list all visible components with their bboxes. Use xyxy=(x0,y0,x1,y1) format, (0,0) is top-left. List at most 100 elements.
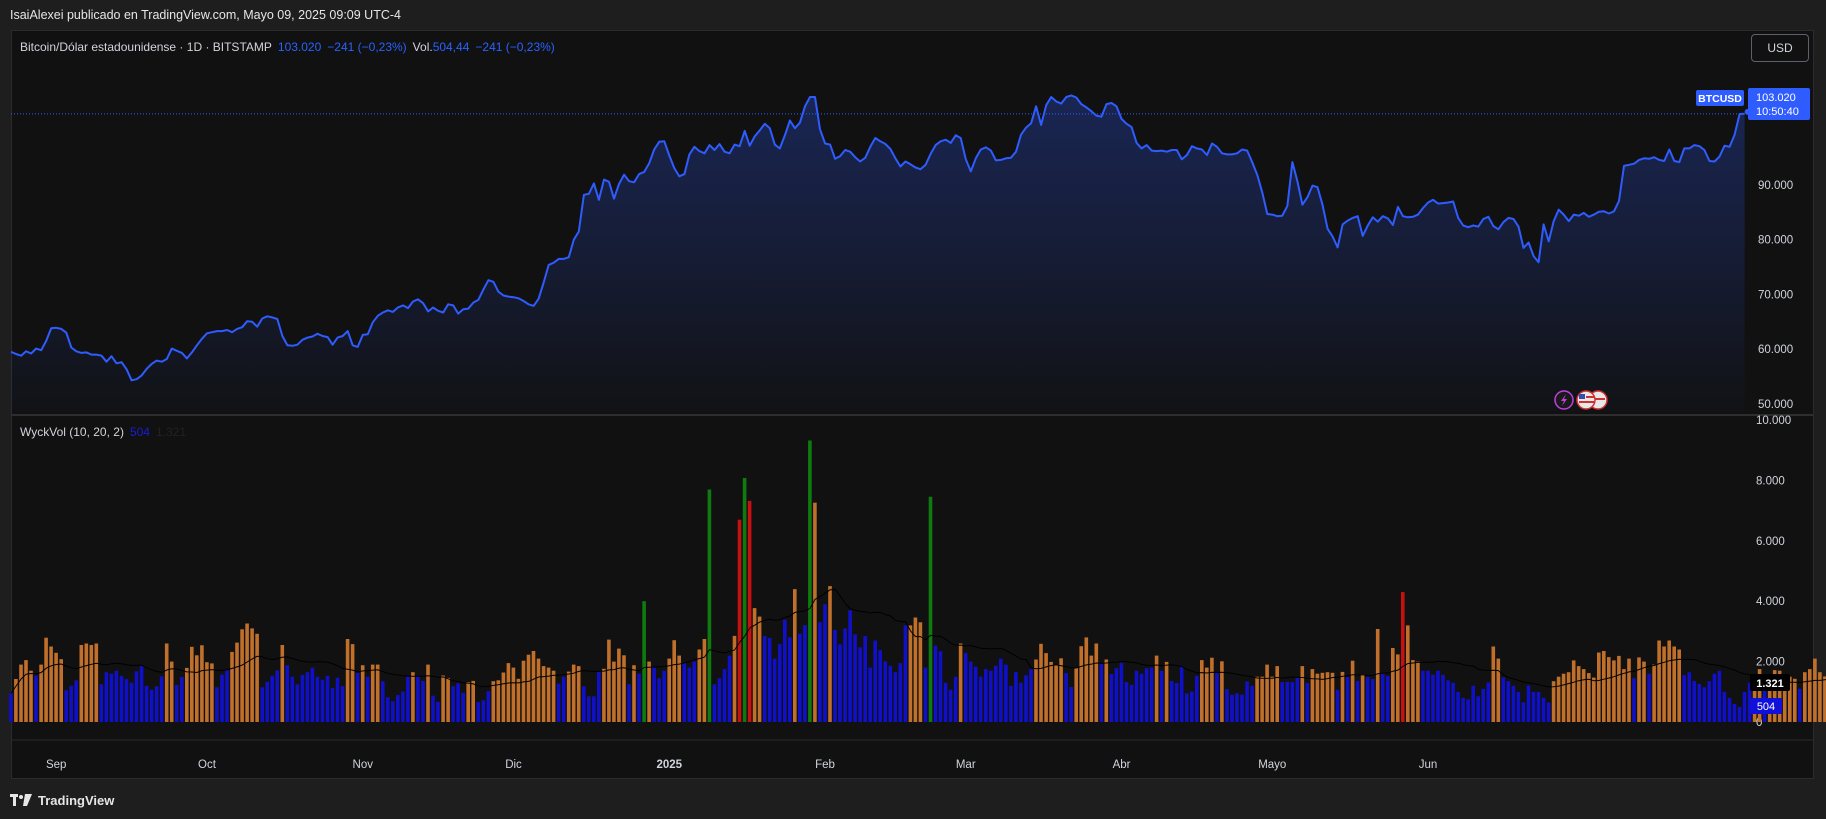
time-tick-label: Dic xyxy=(505,759,522,771)
volume-bar xyxy=(1190,691,1194,722)
us-flag-canton xyxy=(1579,394,1585,399)
volume-bar xyxy=(501,672,506,722)
volume-bar xyxy=(255,633,259,722)
volume-bar xyxy=(1571,660,1576,722)
volume-bar xyxy=(662,670,666,722)
volume-bar xyxy=(1074,667,1078,722)
volume-bar xyxy=(235,642,239,722)
volume-bar xyxy=(174,684,179,722)
volume-bar xyxy=(496,680,501,722)
volume-bars xyxy=(9,440,1826,723)
volume-bar xyxy=(79,645,84,722)
volume-bar xyxy=(637,673,641,722)
volume-bar xyxy=(476,702,480,722)
legend-vol-label: Vol. xyxy=(412,40,433,54)
volume-bar xyxy=(898,663,903,722)
volume-bar xyxy=(49,646,53,722)
volume-bar xyxy=(687,667,692,722)
time-tick-label: Oct xyxy=(198,759,217,771)
volume-bar xyxy=(1687,672,1692,722)
volume-bar xyxy=(561,676,566,722)
volume-bar xyxy=(300,674,305,722)
time-tick-label: 2025 xyxy=(656,759,682,771)
volume-bar xyxy=(119,675,124,722)
volume-bar xyxy=(1380,673,1385,722)
volume-bar xyxy=(752,608,757,722)
volume-bar xyxy=(1260,676,1264,722)
volume-bar xyxy=(1657,640,1661,722)
volume-bar xyxy=(918,622,923,722)
volume-bar xyxy=(215,687,219,722)
volume-bar xyxy=(1732,703,1737,722)
us-flag-event-icon[interactable] xyxy=(1576,390,1596,410)
event-markers[interactable] xyxy=(1554,390,1608,410)
indicator-legend[interactable]: WyckVol (10, 20, 2) 504 1.321 xyxy=(20,425,186,439)
volume-bar xyxy=(164,643,169,722)
volume-bar xyxy=(1310,669,1315,722)
volume-bar xyxy=(486,691,491,722)
volume-bar xyxy=(1179,667,1184,722)
price-tick-label: 90.000 xyxy=(1758,180,1793,192)
volume-bar xyxy=(858,647,862,722)
us-flag-stripe xyxy=(1586,396,1594,398)
volume-bar xyxy=(863,635,867,722)
footer-brand: TradingView xyxy=(38,792,115,808)
volume-bar xyxy=(1039,643,1043,722)
volume-bar xyxy=(1798,688,1802,722)
volume-bar xyxy=(541,666,546,722)
price-axis[interactable]: 50.000 60.000 70.000 80.000 90.000 xyxy=(1758,180,1793,411)
footer-bar: TradingView xyxy=(0,781,1826,819)
volume-bar xyxy=(843,628,847,722)
volume-bar xyxy=(1360,674,1365,722)
us-flag-stripe xyxy=(1591,398,1605,400)
volume-bar xyxy=(1250,685,1254,722)
volume-bar xyxy=(1059,658,1063,722)
volume-bar xyxy=(270,675,274,722)
currency-button[interactable]: USD xyxy=(1751,34,1809,62)
volume-bar xyxy=(783,619,787,722)
symbol-legend[interactable]: Bitcoin/Dólar estadounidense · 1D · BITS… xyxy=(20,40,555,54)
volume-bar xyxy=(1325,672,1330,722)
volume-bar xyxy=(938,651,943,722)
volume-bar xyxy=(240,629,244,722)
volume-bar xyxy=(1637,657,1641,722)
volume-bar xyxy=(451,686,455,722)
volume-bar xyxy=(607,639,611,722)
volume-bar xyxy=(350,644,355,722)
indicator-value-2: 1.321 xyxy=(155,425,186,439)
volume-bar xyxy=(406,676,410,722)
time-axis[interactable]: Sep Oct Nov Dic 2025 Feb Mar Abr Mayo Jun xyxy=(46,759,1437,771)
volume-bar xyxy=(64,690,68,722)
volume-bar xyxy=(466,682,470,722)
volume-bar xyxy=(913,617,918,722)
volume-bar xyxy=(1742,691,1747,722)
volume-bar xyxy=(1200,660,1204,722)
volume-axis[interactable]: 0 2.000 4.000 6.000 8.000 10.000 xyxy=(1756,415,1791,729)
volume-bar xyxy=(1712,673,1717,722)
time-tick-label: Abr xyxy=(1113,759,1131,771)
volume-bar xyxy=(1169,680,1174,722)
volume-bar xyxy=(1667,640,1671,722)
volume-bar xyxy=(1174,683,1179,722)
volume-bar xyxy=(441,675,445,722)
volume-bar xyxy=(1265,664,1269,722)
volume-bar xyxy=(908,625,913,722)
volume-bar xyxy=(1556,676,1561,722)
volume-bar xyxy=(1546,702,1551,722)
volume-bar xyxy=(325,675,330,722)
legend-vol-value: 504,44 xyxy=(432,40,470,54)
volume-bar xyxy=(1019,682,1023,722)
volume-bar xyxy=(953,676,958,722)
volume-bar xyxy=(1647,673,1651,722)
volume-bar xyxy=(1009,685,1013,722)
volume-bar xyxy=(1406,625,1410,722)
volume-bar xyxy=(903,625,908,722)
volume-bar xyxy=(365,676,370,722)
volume-bar xyxy=(526,654,531,722)
tradingview-logo-icon xyxy=(10,794,32,806)
volume-bar xyxy=(124,679,129,722)
volume-bar xyxy=(491,681,496,722)
volume-bar xyxy=(1375,629,1380,722)
volume-bar xyxy=(1300,666,1305,722)
